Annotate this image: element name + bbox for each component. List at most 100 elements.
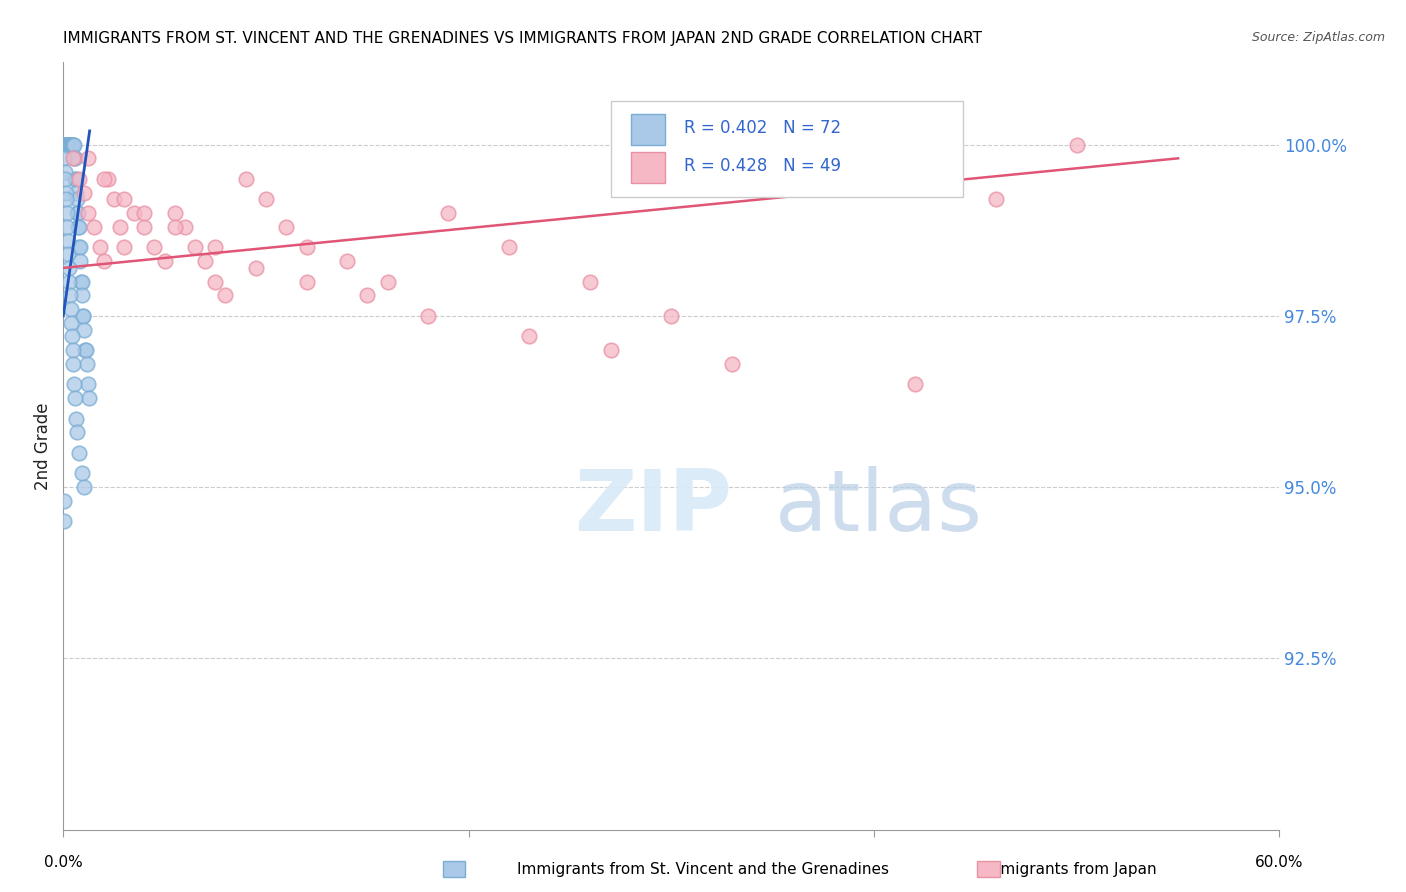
Point [62,357,84,371]
Point [55,186,77,200]
Point [59,301,82,316]
Point [661,309,683,323]
Point [83,219,105,234]
Point [579,275,602,289]
Point [134,206,156,220]
Point [59,137,82,152]
Point [65,391,87,405]
Point [60,316,83,330]
Point [72,186,94,200]
Point [437,206,460,220]
Point [65,186,87,200]
Point [70,275,93,289]
Y-axis label: 2nd Grade: 2nd Grade [34,402,52,490]
Point [56,219,79,234]
Point [122,206,145,220]
FancyBboxPatch shape [631,153,665,183]
Text: 0.0%: 0.0% [44,855,83,870]
Point [295,240,318,254]
Point [69,172,91,186]
Point [55,137,77,152]
Point [254,193,277,207]
Point [53,137,76,152]
Point [276,219,298,234]
Point [63,151,86,165]
Point [66,425,89,440]
Point [66,206,89,220]
Point [70,288,93,302]
Point [56,247,79,261]
Point [143,240,166,254]
Point [72,322,94,336]
Point [174,219,197,234]
Point [59,137,82,152]
Text: atlas: atlas [775,466,983,549]
Point [112,193,135,207]
Point [62,343,84,357]
Point [72,309,94,323]
Point [56,137,79,152]
Point [418,309,440,323]
Point [69,240,91,254]
Point [519,329,541,343]
Point [58,260,80,275]
Point [863,172,886,186]
Text: ZIP: ZIP [574,466,731,549]
Point [63,151,86,165]
Point [204,240,226,254]
Point [76,377,98,392]
Point [72,480,94,494]
Point [63,377,86,392]
Point [153,254,176,268]
Point [599,343,621,357]
Point [53,137,76,152]
Point [194,254,217,268]
Point [214,288,236,302]
Point [53,165,76,179]
Text: R = 0.402   N = 72: R = 0.402 N = 72 [683,119,841,136]
Point [295,275,318,289]
Point [70,275,93,289]
Text: R = 0.428   N = 49: R = 0.428 N = 49 [683,157,841,175]
Point [134,219,156,234]
Point [65,172,87,186]
Point [204,275,226,289]
Text: 60.0%: 60.0% [1256,855,1303,870]
Point [58,137,80,152]
Point [66,193,89,207]
Point [69,254,91,268]
Point [163,219,186,234]
Point [59,137,82,152]
Point [53,151,76,165]
Point [62,137,84,152]
Point [76,151,98,165]
Point [108,219,131,234]
Point [93,254,115,268]
Point [70,467,93,481]
Point [55,172,77,186]
Point [53,514,76,528]
Point [498,240,520,254]
Point [65,172,87,186]
Point [163,206,186,220]
Point [112,240,135,254]
Point [55,137,77,152]
Point [76,357,98,371]
Point [69,446,91,460]
Point [60,137,83,152]
Point [76,206,98,220]
Text: IMMIGRANTS FROM ST. VINCENT AND THE GRENADINES VS IMMIGRANTS FROM JAPAN 2ND GRAD: IMMIGRANTS FROM ST. VINCENT AND THE GREN… [63,31,983,46]
Text: Source: ZipAtlas.com: Source: ZipAtlas.com [1251,31,1385,45]
Point [75,343,97,357]
Point [721,357,744,371]
Point [1066,137,1088,152]
Point [53,137,76,152]
Point [762,151,785,165]
Point [69,240,91,254]
Point [60,329,83,343]
Point [56,234,79,248]
Point [66,206,89,220]
Point [56,137,79,152]
Text: Immigrants from Japan: Immigrants from Japan [981,863,1156,877]
Point [62,151,84,165]
